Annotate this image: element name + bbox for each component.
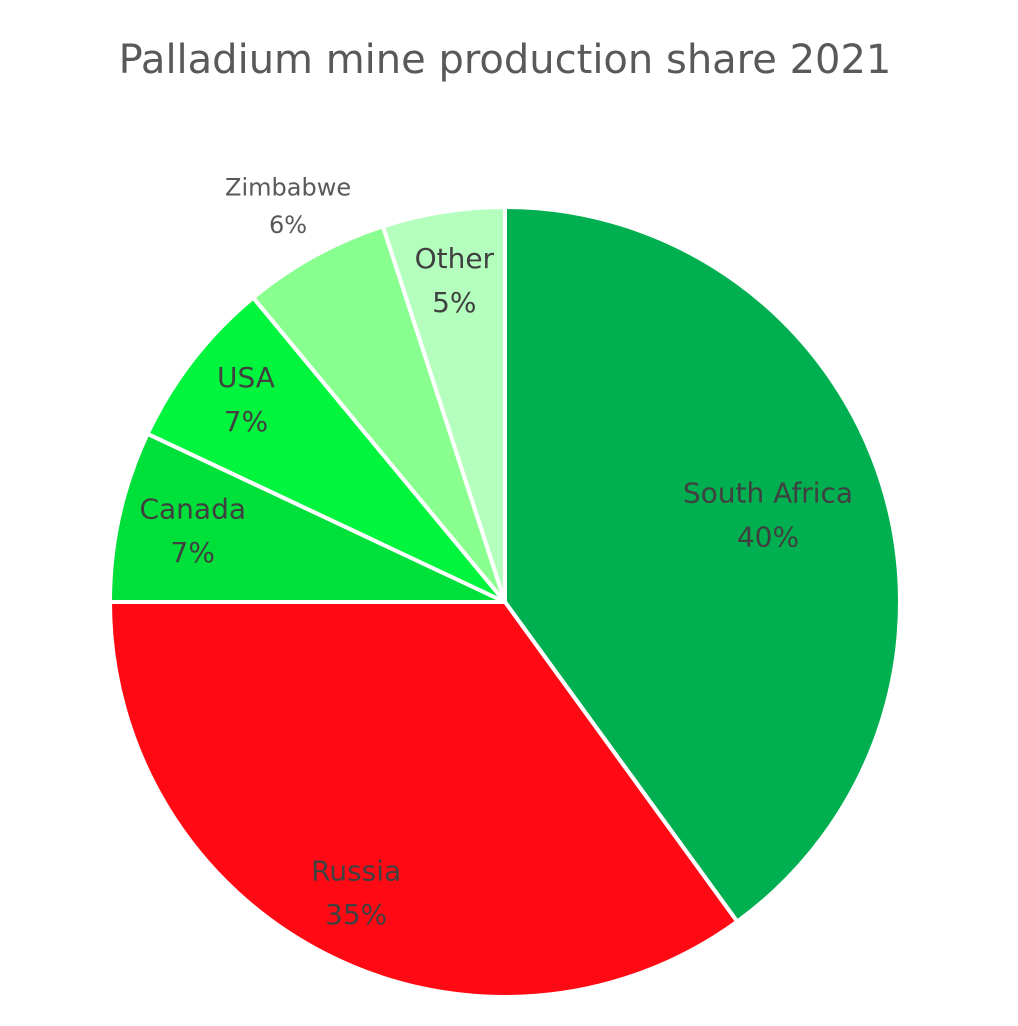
slice-label: Zimbabwe bbox=[225, 174, 351, 202]
slice-value-label: 7% bbox=[171, 536, 215, 569]
pie-slice bbox=[107, 431, 506, 604]
slice-label: Russia bbox=[311, 854, 401, 887]
slice-label: USA bbox=[217, 361, 275, 394]
chart-title: Palladium mine production share 2021 bbox=[119, 37, 892, 83]
slice-value-label: 5% bbox=[432, 286, 476, 319]
slice-value-label: 6% bbox=[269, 211, 307, 239]
pie-slice bbox=[250, 223, 507, 604]
pie-slice bbox=[380, 204, 507, 603]
slice-value-label: 7% bbox=[224, 405, 268, 438]
slice-label: Other bbox=[415, 242, 495, 275]
pie-slice bbox=[144, 294, 507, 604]
slice-label: South Africa bbox=[683, 477, 853, 510]
slice-label: Canada bbox=[139, 492, 246, 525]
pie-slice bbox=[503, 204, 902, 925]
slice-value-label: 35% bbox=[325, 898, 387, 931]
slice-value-label: 40% bbox=[737, 520, 799, 553]
pie-slice bbox=[107, 600, 740, 999]
